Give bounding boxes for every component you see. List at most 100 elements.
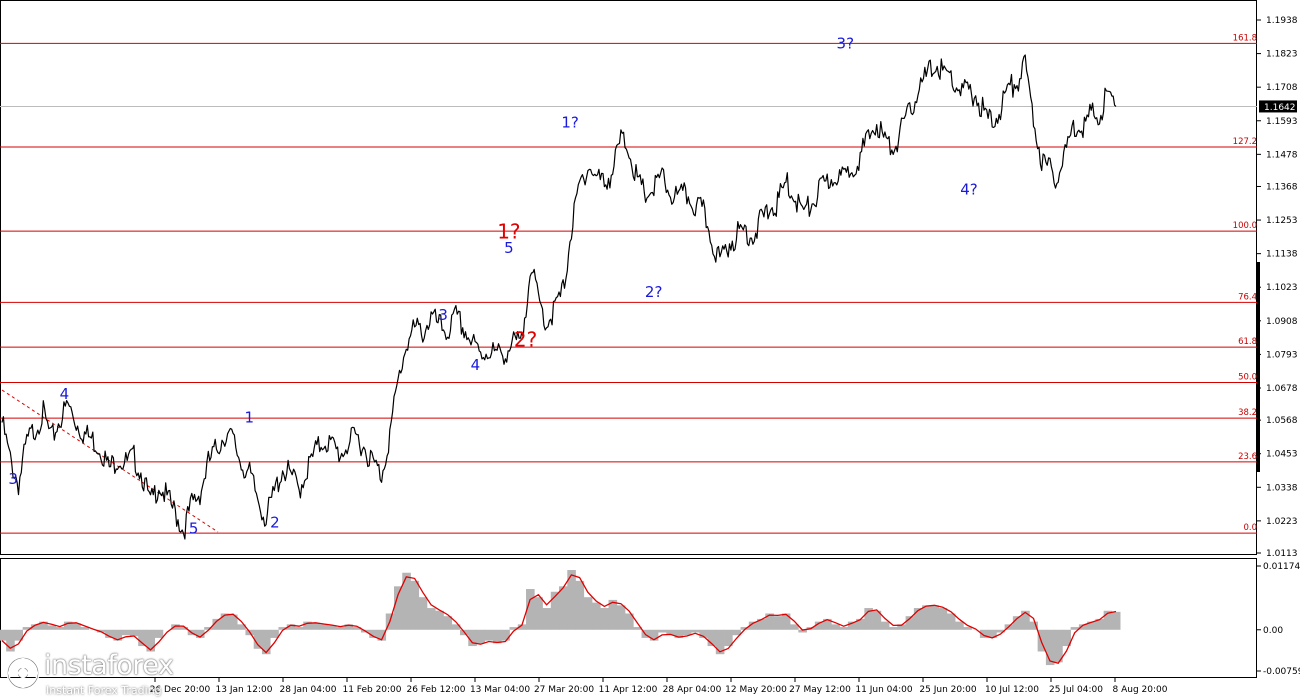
oscillator-bar — [30, 624, 40, 630]
oscillator-bar — [352, 627, 362, 630]
oscillator-bar — [682, 629, 692, 636]
oscillator-bar — [451, 624, 461, 630]
fib-label: 61.8 — [1238, 337, 1257, 347]
oscillator-bar — [1012, 616, 1022, 630]
oscillator-bar — [179, 627, 189, 630]
wave-label: 3 — [8, 470, 18, 488]
oscillator-axis: 0.01174 0.00 -0.00759 — [1257, 562, 1300, 677]
time-tick-label: 8 Aug 20:00 — [1113, 685, 1168, 695]
oscillator-bar — [592, 602, 601, 630]
wave-label: 1? — [497, 219, 520, 243]
time-tick-label: 10 Jul 12:00 — [985, 685, 1039, 695]
time-tick-label: 11 Jun 04:00 — [855, 685, 912, 695]
oscillator-bar — [1054, 629, 1063, 663]
oscillator-series — [0, 570, 1121, 666]
price-tick-label: 1.1823 — [1266, 50, 1298, 60]
oscillator-bar — [864, 608, 873, 630]
oscillator-bar — [311, 623, 321, 630]
oscillator-bar — [649, 629, 659, 641]
wave-label: 2? — [514, 328, 537, 352]
price-tick-label: 1.0453 — [1266, 450, 1298, 460]
oscillator-bar — [72, 623, 81, 630]
oscillator-bar — [781, 613, 791, 630]
oscillator-bar — [228, 614, 238, 630]
oscillator-bar — [559, 586, 568, 630]
oscillator-bar — [938, 608, 948, 630]
oscillator-bar — [171, 624, 180, 630]
oscillator-bar — [369, 629, 378, 638]
oscillator-bar — [278, 627, 288, 630]
oscillator-bar — [897, 624, 906, 630]
price-tick-label: 1.1138 — [1266, 250, 1298, 260]
wave-label: 3? — [837, 35, 855, 53]
oscillator-bar — [237, 624, 246, 630]
price-tick-label: 1.0678 — [1266, 384, 1298, 394]
oscillator-bar — [484, 629, 494, 641]
oscillator-bar — [154, 629, 164, 638]
oscillator-bar — [600, 608, 609, 630]
oscillator-bar — [204, 627, 213, 630]
oscillator-bar — [765, 613, 774, 630]
oscillator-bar — [847, 621, 857, 630]
oscillator-bar — [526, 589, 535, 630]
wave-label: 1 — [245, 408, 255, 426]
oscillator-bar — [261, 629, 271, 655]
osc-tick-label: 0.00 — [1263, 626, 1283, 636]
wave-label: 5 — [504, 239, 514, 257]
fib-label: 50.0 — [1238, 372, 1257, 382]
price-tick-label: 1.1593 — [1266, 117, 1298, 127]
oscillator-bar — [550, 591, 560, 630]
oscillator-bar — [616, 605, 626, 630]
price-tick-label: 1.1938 — [1266, 16, 1298, 26]
oscillator-bar — [823, 618, 832, 630]
oscillator-bar — [195, 629, 205, 638]
brand-name: instaforex — [44, 650, 174, 681]
oscillator-bar — [699, 629, 708, 638]
oscillator-bar — [39, 621, 48, 630]
oscillator-bar — [327, 625, 337, 630]
time-tick-label: 25 Jun 20:00 — [919, 685, 976, 695]
wave-label: 3 — [438, 306, 448, 324]
oscillator-bar — [583, 597, 593, 630]
price-tick-label: 1.0223 — [1266, 517, 1298, 527]
osc-tick-label: -0.00759 — [1263, 667, 1300, 677]
oscillator-bar — [988, 629, 997, 638]
price-tick-label: 1.0568 — [1266, 416, 1298, 426]
oscillator-bar — [798, 629, 807, 633]
oscillator-bar — [1070, 627, 1080, 630]
price-panel-frame — [0, 0, 1257, 555]
oscillator-bar — [1045, 629, 1055, 666]
oscillator-bar — [105, 629, 114, 638]
time-tick-label: 26 Dec 20:00 — [150, 685, 211, 695]
oscillator-bar — [773, 616, 783, 630]
oscillator-bar — [63, 621, 73, 630]
price-tick-label: 1.1478 — [1266, 150, 1298, 160]
time-axis: 26 Dec 20:00 13 Jan 12:00 28 Jan 04:00 11 F… — [150, 677, 1168, 695]
oscillator-bar — [14, 629, 23, 641]
oscillator-bar — [1021, 610, 1030, 630]
current-price-label: 1.1642 — [1264, 103, 1296, 113]
oscillator-bar — [212, 618, 222, 630]
oscillator-bar — [831, 624, 840, 630]
instaforex-logo-icon — [6, 656, 40, 690]
oscillator-bar — [856, 618, 865, 630]
price-series — [1, 54, 1117, 540]
oscillator-bar — [748, 621, 758, 630]
oscillator-bar — [493, 629, 502, 644]
oscillator-bar — [757, 618, 766, 630]
oscillator-bar — [443, 616, 453, 630]
oscillator-bar — [666, 629, 675, 636]
time-tick-label: 12 May 20:00 — [725, 685, 787, 695]
oscillator-bar — [534, 597, 543, 630]
oscillator-bar — [790, 624, 799, 630]
oscillator-bar — [402, 572, 411, 630]
oscillator-bar — [930, 605, 939, 630]
oscillator-bar — [996, 629, 1005, 633]
oscillator-bar — [1029, 621, 1038, 630]
wave-label: 1? — [561, 113, 579, 131]
brand-logo: instaforex Instant Forex Trading — [0, 648, 180, 700]
oscillator-bar — [1111, 611, 1121, 630]
wave-label: 4 — [60, 385, 70, 403]
